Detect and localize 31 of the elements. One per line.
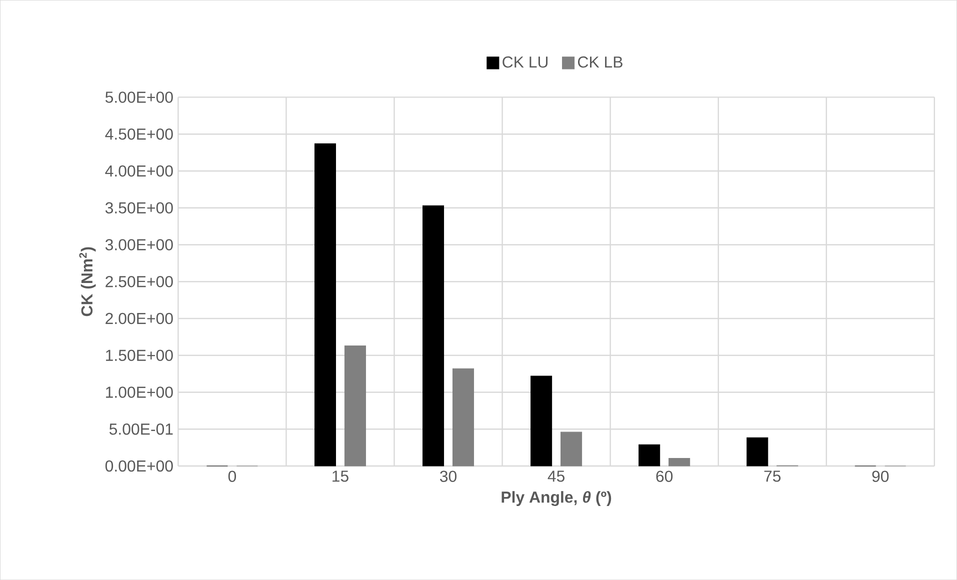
y-tick-label: 4.00E+00 [105,165,173,177]
x-tick-label: 75 [764,470,781,482]
bar [638,444,660,466]
bar [344,345,366,466]
bar [452,368,474,466]
x-axis-title: Ply Angle, θ (º) [502,491,612,506]
y-tick-label: 2.50E+00 [106,276,173,288]
y-tick-label: 1.50E+00 [106,350,173,361]
legend-label: CK LB [578,56,622,68]
x-tick-label: 90 [872,470,889,482]
bar [668,458,690,466]
y-tick-label: 5.00E-01 [109,423,173,435]
x-tick-label: 15 [332,470,348,482]
bar [560,432,582,466]
x-tick-label: 0 [228,470,236,482]
y-tick-label: 2.00E+00 [106,312,173,324]
y-tick-label: 4.50E+00 [105,128,173,140]
y-tick-label: 3.50E+00 [105,202,173,214]
x-tick-label: 30 [440,470,456,482]
legend-label: CK LU [502,56,548,68]
bar [530,376,552,466]
y-tick-label: 0.00E+00 [105,460,173,472]
y-tick-label: 3.00E+00 [105,239,173,250]
bar [314,143,336,466]
y-axis-title: CK (Nm$^{2}$) [79,247,96,316]
x-tick-label: 60 [656,470,673,482]
bar [746,437,768,466]
x-tick-label: 45 [548,470,564,482]
y-tick-label: 1.00E+00 [106,386,173,398]
y-tick-label: 5.00E+00 [105,91,173,103]
bar [422,205,444,466]
